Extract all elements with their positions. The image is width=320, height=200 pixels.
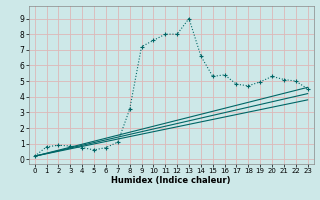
X-axis label: Humidex (Indice chaleur): Humidex (Indice chaleur) — [111, 176, 231, 185]
